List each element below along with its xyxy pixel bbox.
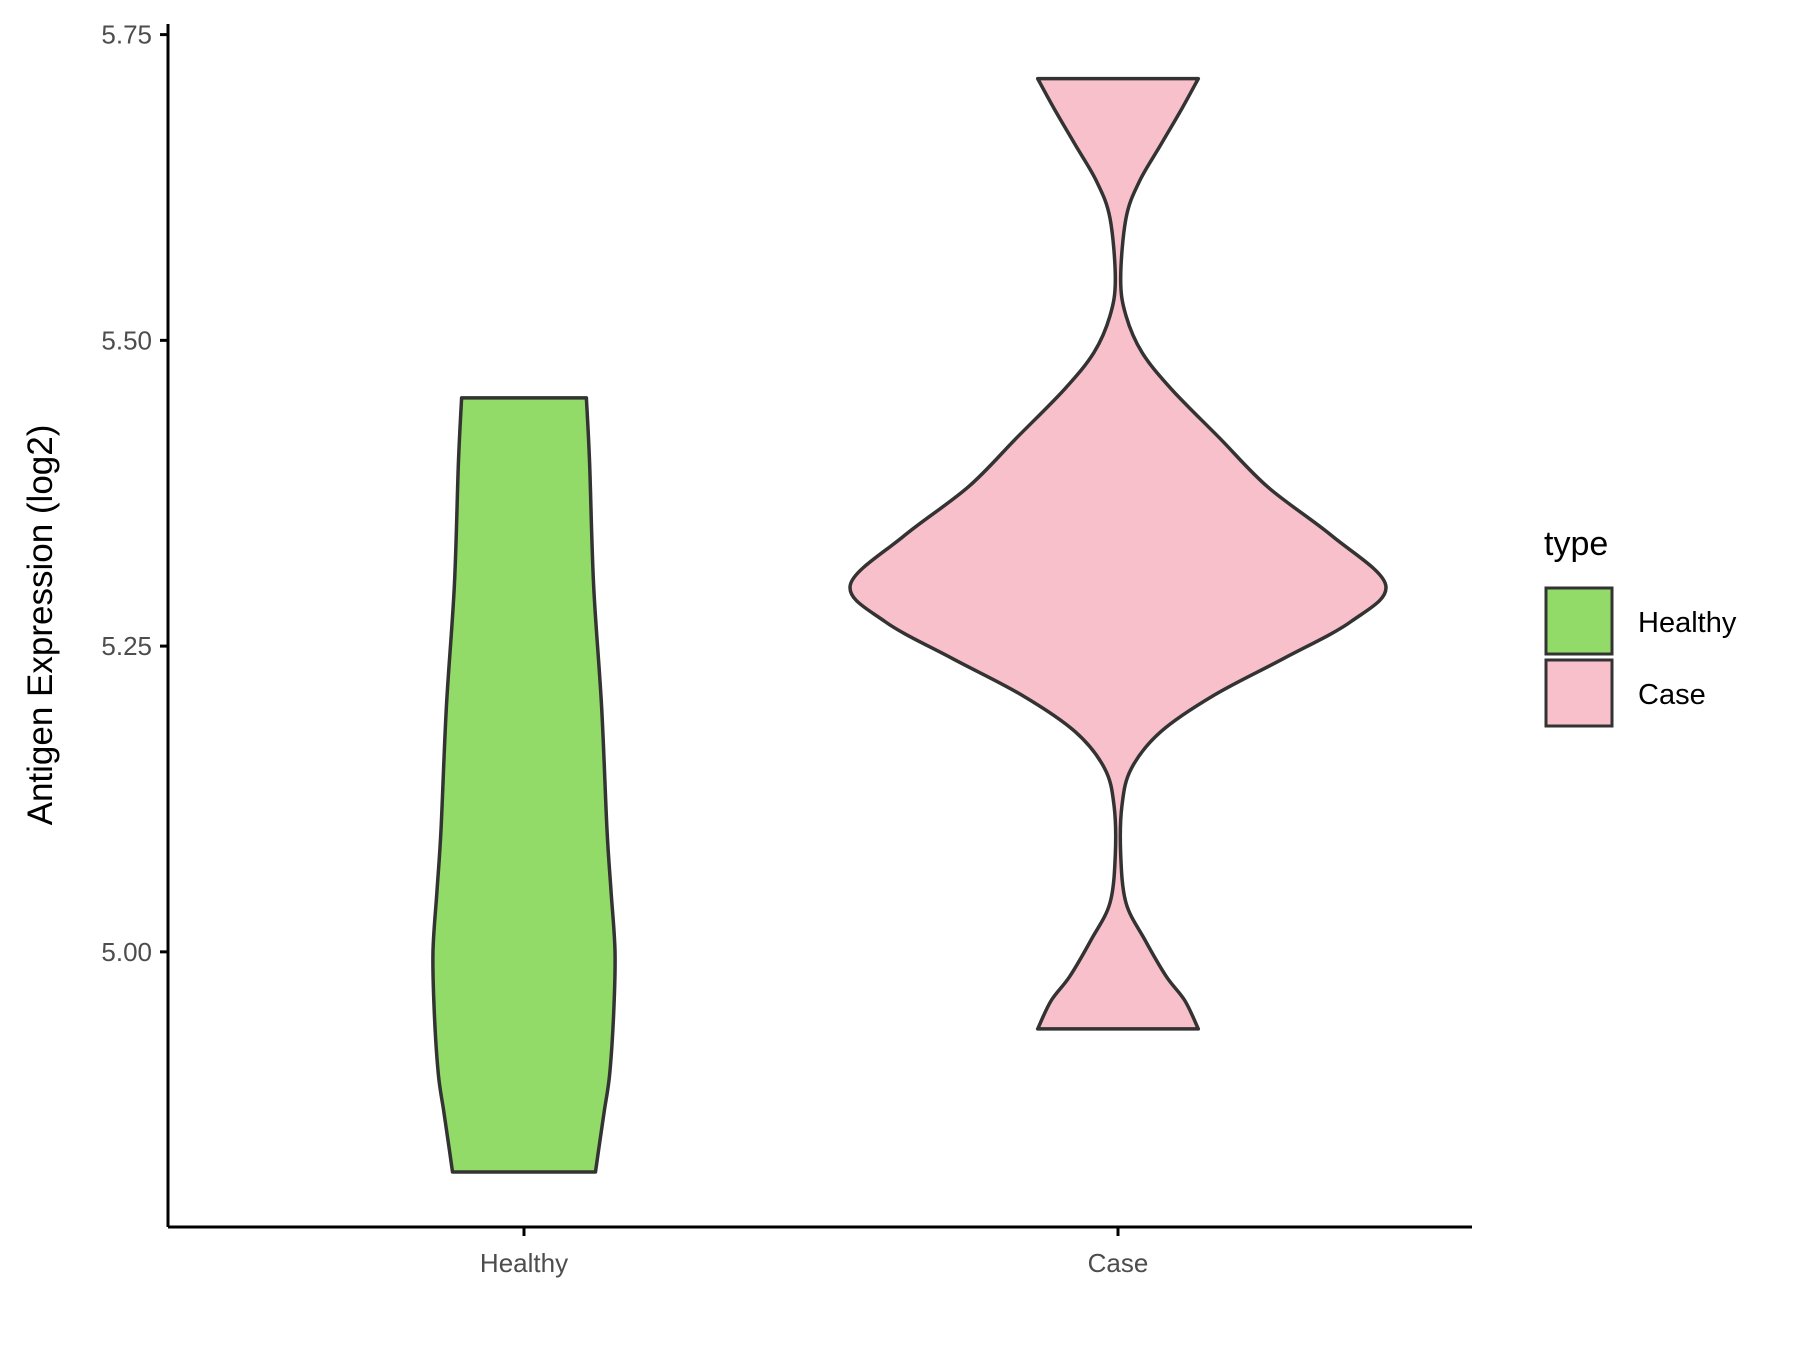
x-tick-label: Healthy [480, 1248, 568, 1278]
y-tick-label: 5.50 [101, 325, 152, 355]
legend-label-healthy: Healthy [1638, 607, 1737, 639]
violin-case [848, 76, 1388, 1031]
legend-key-case [1544, 658, 1614, 728]
violin-healthy [431, 396, 617, 1174]
legend: type Healthy Case [1544, 525, 1737, 728]
legend-title: type [1544, 525, 1608, 563]
y-tick-label: 5.75 [101, 20, 152, 50]
legend-label-case: Case [1638, 679, 1706, 711]
violins [431, 76, 1388, 1174]
y-ticks: 5.00 5.25 5.50 5.75 [101, 20, 168, 967]
y-tick-label: 5.00 [101, 937, 152, 967]
x-tick-label: Case [1088, 1248, 1149, 1278]
x-ticks: Healthy Case [480, 1227, 1148, 1278]
y-tick-label: 5.25 [101, 631, 152, 661]
y-axis-title: Antigen Expression (log2) [21, 425, 60, 826]
legend-key-healthy [1544, 586, 1614, 656]
